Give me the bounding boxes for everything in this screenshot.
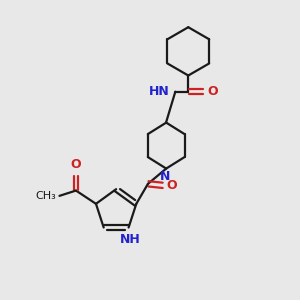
Text: O: O [207,85,218,98]
Text: NH: NH [120,233,140,246]
Text: N: N [160,170,170,183]
Text: CH₃: CH₃ [35,191,56,201]
Text: O: O [167,179,177,192]
Text: O: O [70,158,81,171]
Text: HN: HN [149,85,170,98]
